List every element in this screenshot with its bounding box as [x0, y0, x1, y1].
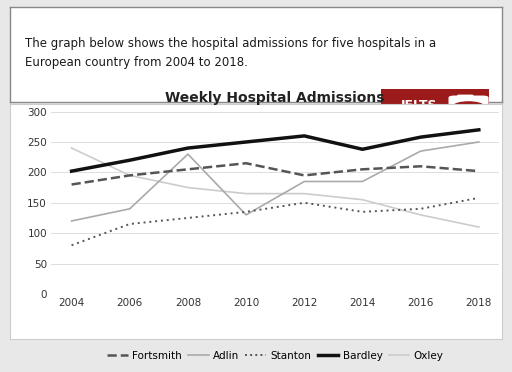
- Text: IELTS: IELTS: [401, 99, 437, 112]
- FancyBboxPatch shape: [449, 96, 488, 117]
- Title: Weekly Hospital Admissions: Weekly Hospital Admissions: [165, 91, 385, 105]
- Circle shape: [454, 102, 483, 111]
- FancyBboxPatch shape: [458, 95, 473, 102]
- Legend: Fortsmith, Adlin, Stanton, Bardley, Oxley: Fortsmith, Adlin, Stanton, Bardley, Oxle…: [103, 347, 447, 365]
- Text: The graph below shows the hospital admissions for five hospitals in a
European c: The graph below shows the hospital admis…: [25, 37, 436, 69]
